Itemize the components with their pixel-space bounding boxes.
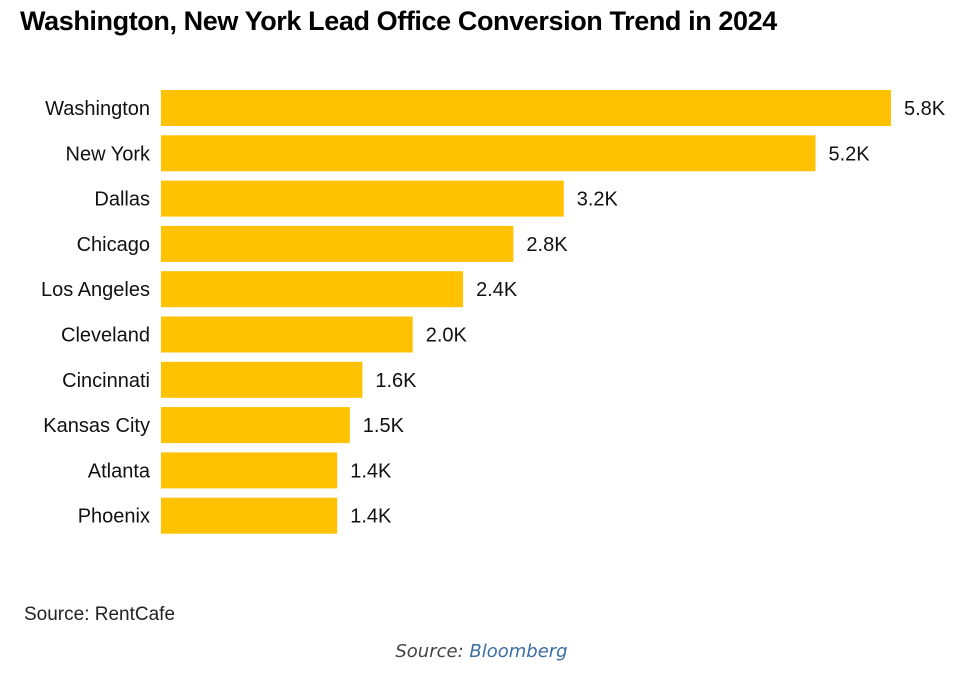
- bar-atlanta: [161, 452, 338, 489]
- chart-title: Washington, New York Lead Office Convers…: [20, 6, 777, 36]
- value-label-kansas-city: 1.5K: [363, 415, 405, 437]
- category-label-chicago: Chicago: [77, 234, 150, 256]
- category-label-los-angeles: Los Angeles: [41, 279, 150, 301]
- bar-new-york: [161, 135, 816, 172]
- category-label-phoenix: Phoenix: [78, 506, 150, 528]
- category-label-washington: Washington: [45, 98, 150, 120]
- bar-phoenix: [161, 497, 338, 534]
- bar-los-angeles: [161, 271, 464, 308]
- bar-washington: [161, 90, 891, 126]
- bar-kansas-city: [161, 407, 350, 444]
- value-label-cleveland: 2.0K: [426, 325, 468, 347]
- value-label-washington: 5.8K: [904, 98, 946, 120]
- caption-source-link[interactable]: Bloomberg: [469, 641, 568, 662]
- bar-cincinnati: [161, 361, 363, 398]
- value-label-dallas: 3.2K: [577, 189, 619, 211]
- category-label-kansas-city: Kansas City: [43, 415, 150, 437]
- category-label-atlanta: Atlanta: [88, 460, 151, 482]
- source-note: Source: RentCafe: [24, 604, 176, 625]
- bar-chicago: [161, 225, 514, 262]
- image-caption: Source: Bloomberg: [0, 641, 963, 662]
- bar-cleveland: [161, 316, 413, 353]
- value-label-cincinnati: 1.6K: [375, 370, 417, 392]
- caption-prefix: Source:: [395, 641, 470, 662]
- value-label-chicago: 2.8K: [526, 234, 568, 256]
- category-label-cleveland: Cleveland: [61, 325, 150, 347]
- bar-chart: Washington 5.8K New York 5.2K Dallas 3.2K Chic…: [41, 90, 946, 534]
- value-label-phoenix: 1.4K: [350, 506, 392, 528]
- category-label-dallas: Dallas: [94, 189, 150, 211]
- bar-dallas: [161, 180, 564, 217]
- value-label-atlanta: 1.4K: [350, 460, 392, 482]
- category-label-cincinnati: Cincinnati: [62, 370, 150, 392]
- category-label-new-york: New York: [66, 143, 151, 165]
- value-label-los-angeles: 2.4K: [476, 279, 518, 301]
- value-label-new-york: 5.2K: [828, 143, 870, 165]
